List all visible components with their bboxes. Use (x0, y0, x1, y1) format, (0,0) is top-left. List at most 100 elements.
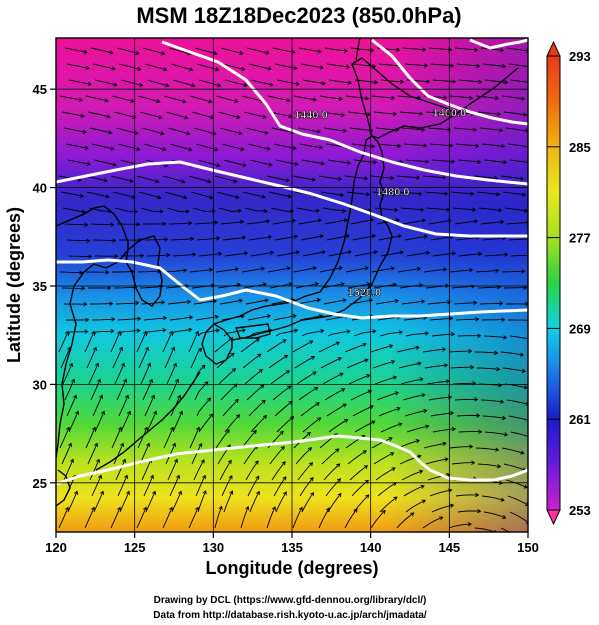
streamline-arrowhead (425, 159, 430, 164)
streamline (268, 191, 292, 198)
streamline-arrowhead (312, 266, 317, 271)
streamline (188, 507, 199, 529)
streamline-arrowhead (127, 410, 132, 415)
streamline-arrowhead (444, 191, 449, 196)
streamline (195, 316, 219, 321)
x-tick-label: 120 (45, 540, 67, 555)
streamline-arrowhead (309, 477, 314, 482)
colorbar-tick-label: 253 (569, 503, 591, 518)
streamline (249, 329, 272, 337)
streamline (60, 347, 71, 369)
streamline (141, 127, 164, 135)
streamline (503, 111, 527, 116)
streamline (402, 47, 426, 51)
streamline-arrowhead (445, 111, 450, 116)
streamline-arrowhead (529, 435, 532, 439)
streamline (243, 111, 266, 118)
streamline (89, 127, 113, 134)
streamline (352, 235, 376, 241)
streamline-arrowhead (239, 50, 244, 56)
streamline-arrowhead (423, 408, 428, 414)
streamline-arrowhead (176, 474, 181, 479)
streamline-arrowhead (366, 374, 371, 379)
streamline (244, 369, 263, 385)
streamline-arrowhead (426, 79, 431, 84)
contour-1440 (161, 40, 528, 186)
streamline-arrowhead (210, 283, 216, 288)
streamline (61, 443, 72, 465)
streamline-arrowhead (113, 82, 118, 87)
streamline (62, 363, 73, 385)
streamline (140, 363, 151, 385)
streamline (370, 345, 393, 353)
streamline (506, 47, 528, 52)
streamline-arrowhead (69, 362, 74, 367)
contour-1560 (56, 434, 528, 486)
streamline-arrowhead (397, 234, 402, 239)
streamline-arrowhead (143, 330, 148, 335)
streamline (425, 111, 449, 115)
streamline-arrowhead (257, 353, 262, 358)
streamline-arrowhead (447, 127, 452, 132)
streamline-arrowhead (525, 301, 528, 307)
streamline (373, 452, 394, 465)
streamline (323, 127, 347, 132)
streamline (503, 463, 526, 471)
streamline-arrowhead (339, 372, 344, 377)
streamline (198, 253, 222, 257)
streamline-arrowhead (241, 66, 246, 72)
streamline-arrowhead (419, 111, 424, 116)
streamline-arrowhead (159, 209, 164, 214)
streamline-arrowhead (136, 328, 141, 333)
streamline (269, 111, 293, 118)
streamline-arrowhead (111, 66, 116, 71)
streamline-arrowhead (287, 385, 292, 390)
streamline-arrowhead (100, 490, 105, 495)
streamline (194, 221, 218, 225)
streamline-arrowhead (421, 393, 426, 398)
streamline (195, 475, 206, 497)
streamline-arrowhead (287, 193, 292, 199)
x-axis-label: Longitude (degrees) (205, 558, 378, 578)
streamline-arrowhead (241, 328, 247, 333)
streamline (502, 367, 526, 372)
streamline (65, 143, 89, 149)
streamline (170, 63, 193, 71)
streamline (405, 499, 426, 513)
contour-label: 1480.0 (376, 186, 410, 198)
streamline (405, 332, 429, 337)
streamline-arrowhead (282, 491, 287, 496)
streamline-arrowhead (396, 47, 401, 53)
streamline-arrowhead (390, 175, 395, 181)
streamline (216, 191, 239, 199)
streamline-arrowhead (71, 378, 76, 383)
streamline (429, 317, 453, 321)
streamline (483, 159, 507, 163)
streamline-arrowhead (126, 490, 131, 495)
colorbar-max-arrow (546, 40, 561, 57)
streamline-arrowhead (162, 221, 167, 226)
streamline-arrowhead (208, 99, 213, 104)
streamline (396, 346, 420, 353)
streamline-arrowhead (424, 331, 430, 336)
streamline-arrowhead (279, 430, 284, 435)
streamline-arrowhead (347, 249, 352, 255)
streamline (219, 299, 243, 305)
streamline-arrowhead (112, 238, 117, 243)
streamline (250, 415, 267, 433)
streamline-arrowhead (209, 195, 214, 200)
streamline-arrowhead (206, 397, 211, 402)
streamline-arrowhead (135, 50, 140, 56)
streamline (68, 79, 92, 86)
streamline (352, 405, 374, 417)
streamline-arrowhead (267, 66, 272, 71)
streamline-arrowhead (65, 506, 70, 511)
streamline (483, 335, 507, 339)
streamline (189, 269, 213, 273)
streamline-arrowhead (132, 114, 137, 119)
streamline-arrowhead (504, 80, 509, 85)
streamline (272, 385, 291, 401)
streamline (222, 236, 246, 241)
streamline-arrowhead (499, 127, 504, 133)
streamline (453, 127, 477, 131)
